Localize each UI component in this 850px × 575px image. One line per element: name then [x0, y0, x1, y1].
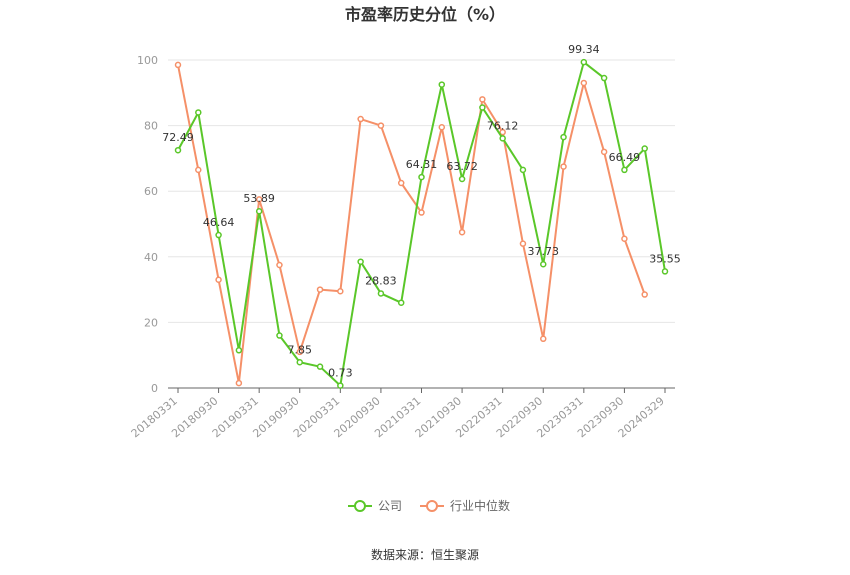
data-point[interactable]: [215, 276, 222, 284]
data-point[interactable]: [540, 260, 547, 268]
data-label: 72.49: [162, 131, 194, 144]
y-tick-label: 80: [144, 120, 158, 133]
data-point[interactable]: [276, 332, 283, 339]
data-label: 66.49: [609, 151, 641, 164]
data-label: 64.31: [406, 158, 438, 171]
data-point[interactable]: [357, 258, 364, 265]
data-point[interactable]: [276, 261, 283, 269]
data-point[interactable]: [316, 286, 324, 293]
data-point[interactable]: [621, 166, 628, 174]
data-point[interactable]: [357, 115, 364, 123]
chart-title: 市盈率历史分位（%）: [345, 5, 505, 24]
data-point[interactable]: [235, 379, 243, 387]
data-point[interactable]: [499, 128, 506, 136]
legend[interactable]: 公司 行业中位数: [348, 498, 510, 513]
data-label: 0.73: [328, 367, 353, 380]
series-line: [177, 64, 646, 385]
data-point[interactable]: [600, 148, 608, 156]
legend-item[interactable]: 行业中位数: [420, 498, 510, 513]
data-point[interactable]: [458, 175, 466, 183]
legend-label: 公司: [378, 499, 402, 513]
data-point[interactable]: [377, 122, 385, 129]
data-label: 99.34: [568, 43, 600, 56]
data-point[interactable]: [621, 235, 628, 243]
data-point[interactable]: [397, 179, 405, 187]
data-point[interactable]: [438, 123, 446, 131]
data-point[interactable]: [560, 133, 567, 141]
data-label: 35.55: [649, 252, 681, 265]
data-point[interactable]: [215, 231, 222, 239]
data-point[interactable]: [560, 163, 567, 170]
data-point[interactable]: [418, 173, 425, 181]
legend-marker: [354, 500, 366, 512]
data-point[interactable]: [519, 240, 527, 247]
data-point[interactable]: [296, 348, 303, 356]
data-point[interactable]: [641, 291, 648, 298]
data-point[interactable]: [174, 61, 182, 69]
data-point[interactable]: [255, 207, 263, 215]
data-label: 28.83: [365, 274, 397, 287]
data-point[interactable]: [255, 196, 263, 203]
data-labels: 72.49 46.64 53.89 7.85 0.73 28.83 64.31 63.72 76…: [162, 43, 681, 379]
y-tick-label: 0: [151, 382, 158, 395]
data-point[interactable]: [397, 299, 405, 306]
data-point[interactable]: [316, 363, 324, 370]
data-point[interactable]: [499, 135, 506, 142]
data-point[interactable]: [661, 268, 669, 275]
data-point[interactable]: [195, 166, 202, 174]
data-point[interactable]: [600, 74, 608, 82]
data-point[interactable]: [296, 359, 303, 366]
data-point[interactable]: [641, 145, 648, 152]
data-label: 46.64: [203, 216, 235, 229]
data-label: 37.73: [528, 245, 560, 258]
y-tick-label: 20: [144, 316, 158, 329]
data-point[interactable]: [377, 290, 385, 297]
grid-lines: [168, 59, 675, 323]
data-point[interactable]: [337, 382, 344, 389]
data-point[interactable]: [519, 166, 527, 174]
y-tick-label: 60: [144, 185, 158, 198]
data-point[interactable]: [418, 209, 425, 216]
data-point[interactable]: [580, 58, 588, 66]
data-label: 53.89: [243, 192, 275, 205]
y-tick-label: 100: [137, 54, 158, 67]
legend-label: 行业中位数: [450, 498, 510, 513]
legend-item[interactable]: 公司: [348, 499, 402, 513]
data-point[interactable]: [479, 96, 486, 103]
data-point[interactable]: [235, 347, 243, 354]
y-tick-label: 40: [144, 251, 158, 264]
source-note: 数据来源：恒生聚源: [371, 547, 479, 562]
data-point[interactable]: [195, 109, 202, 116]
legend-marker: [426, 500, 438, 512]
data-point[interactable]: [438, 81, 446, 88]
data-point[interactable]: [580, 79, 588, 87]
data-point[interactable]: [458, 228, 466, 236]
data-label: 76.12: [487, 119, 519, 132]
data-point[interactable]: [174, 146, 182, 154]
data-label: 63.72: [446, 160, 478, 173]
series-layer: [174, 58, 669, 389]
data-point[interactable]: [479, 104, 486, 111]
data-label: 7.85: [288, 343, 313, 356]
data-point[interactable]: [337, 287, 344, 295]
data-point[interactable]: [540, 335, 547, 343]
